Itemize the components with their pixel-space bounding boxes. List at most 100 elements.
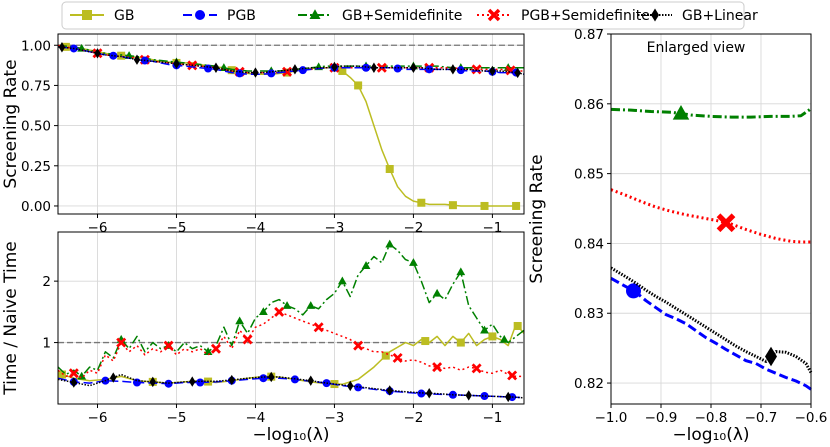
gbsd-series-line	[610, 107, 812, 119]
gblin-marker	[514, 67, 521, 79]
y-tick-label: 0.75	[21, 78, 51, 94]
gblin-marker	[149, 376, 156, 388]
gbsd-marker	[672, 104, 690, 120]
gblin-marker	[291, 64, 299, 75]
gb-marker	[117, 51, 126, 60]
pgbsd-marker	[116, 337, 127, 348]
gblin-marker	[110, 372, 117, 383]
y-tick-label: 0.00	[21, 199, 51, 215]
x-tick-label: −3	[324, 410, 344, 426]
gbsd-marker	[337, 276, 347, 285]
time-ylabel: Time / Naive Time	[1, 241, 21, 396]
pgbsd-marker	[274, 306, 285, 317]
x-tick-label: −6	[88, 410, 108, 426]
pgbsd-marker	[353, 340, 364, 351]
gblin-series-line	[610, 266, 813, 374]
gblin-marker	[268, 371, 275, 383]
pgb-marker	[417, 389, 426, 398]
gblin-marker	[410, 62, 417, 73]
legend-marker-gb	[82, 10, 92, 20]
pgb-marker	[298, 66, 307, 75]
legend-label-pgb: PGB	[227, 8, 256, 24]
y-tick-label: 0.82	[574, 376, 604, 392]
gblin-marker	[173, 58, 180, 69]
x-tick-label: −0.7	[745, 410, 778, 426]
pgbsd-marker	[68, 368, 79, 379]
gb-marker	[227, 66, 236, 75]
gb-marker	[338, 66, 347, 75]
gblin-marker	[505, 391, 512, 403]
gb-series-line	[57, 323, 525, 386]
gbsd-marker	[306, 301, 316, 309]
pgb-marker	[480, 392, 489, 401]
pgbsd-marker	[716, 213, 736, 233]
enlarged-ylabel: Screening Rate	[527, 154, 547, 283]
gblin-marker	[58, 42, 66, 53]
enlarged-title: Enlarged view	[647, 40, 746, 56]
legend-marker-gblin	[651, 8, 659, 22]
pgb-marker	[354, 383, 363, 392]
time-ratio-panel: −6 −5 −4 −3 −2 −1 1 2 Time / Naive Time −log₁₀(…	[1, 231, 525, 445]
pgbsd-marker	[210, 343, 221, 354]
pgb-marker	[456, 66, 465, 75]
pgb-marker	[425, 65, 434, 74]
gblin-marker	[228, 374, 235, 386]
y-tick-label: 0.87	[574, 27, 604, 43]
gbsd-marker	[258, 307, 268, 316]
gb-marker	[448, 201, 457, 210]
pgb-marker	[393, 64, 402, 73]
screening-ylabel: Screening Rate	[1, 59, 21, 188]
pgbsd-marker	[313, 322, 324, 333]
gblin-marker	[449, 64, 457, 75]
pgbsd-series-line	[57, 311, 524, 379]
y-tick-label: 2	[42, 274, 51, 290]
pgb-marker	[267, 69, 276, 78]
pgb-marker	[322, 379, 331, 388]
gb-marker	[421, 337, 430, 346]
gb-marker	[417, 198, 426, 207]
legend-item-gb: GB	[70, 8, 134, 24]
gblin-series-line	[57, 373, 525, 399]
pgbsd-marker	[242, 334, 253, 345]
gblin-marker	[765, 346, 777, 367]
gb-marker	[57, 370, 66, 379]
gblin-marker	[212, 62, 220, 73]
gbsd-marker	[361, 261, 371, 269]
pgbsd-marker	[471, 363, 482, 374]
pgbsd-marker	[392, 352, 403, 363]
legend-label-gb: GB	[114, 8, 134, 24]
y-tick-label: 1.00	[21, 38, 51, 54]
legend-frame	[61, 1, 745, 30]
gblin-marker	[386, 385, 393, 396]
gblin-marker	[307, 375, 314, 386]
pgb-series-line	[610, 276, 812, 391]
pgb-marker	[259, 374, 268, 383]
screening-plot-frame	[57, 33, 525, 215]
gbsd-marker	[235, 316, 245, 325]
gbsd-marker	[203, 347, 213, 355]
gb-marker	[488, 332, 497, 341]
legend-item-gbsd: GB+Semidefinite	[298, 8, 462, 24]
legend-item-pgbsd: PGB+Semidefinite	[477, 8, 650, 24]
gbsd-marker	[499, 334, 509, 343]
x-tick-label: −0.8	[695, 410, 728, 426]
legend-marker-pgbsd	[487, 8, 501, 22]
gb-marker	[456, 338, 465, 347]
screening-rate-panel: −6 −5 −4 −3 −2 −10.000.250.500.751.00 Screeni…	[1, 33, 525, 236]
x-tick-label: −2	[403, 410, 423, 426]
gblin-marker	[489, 65, 496, 77]
time-xlabel: −log₁₀(λ)	[252, 425, 329, 445]
gblin-marker	[465, 390, 472, 401]
gblin-marker	[252, 67, 259, 78]
gblin-marker	[426, 388, 433, 399]
enlarged-view-panel: −1.0 −0.9 −0.8 −0.7 −0.6 0.82 0.83 0.84 0.85 0.86…	[527, 27, 827, 445]
x-tick-label: −1.0	[595, 410, 628, 426]
enlarged-xlabel: −log₁₀(λ)	[672, 425, 749, 445]
gblin-marker	[370, 62, 378, 73]
legend-marker-gbsd	[309, 9, 321, 19]
gbsd-marker	[282, 301, 292, 309]
gbsd-marker	[456, 267, 466, 276]
legend-label-gblin: GB+Linear	[682, 8, 758, 24]
pgb-marker	[362, 63, 371, 72]
